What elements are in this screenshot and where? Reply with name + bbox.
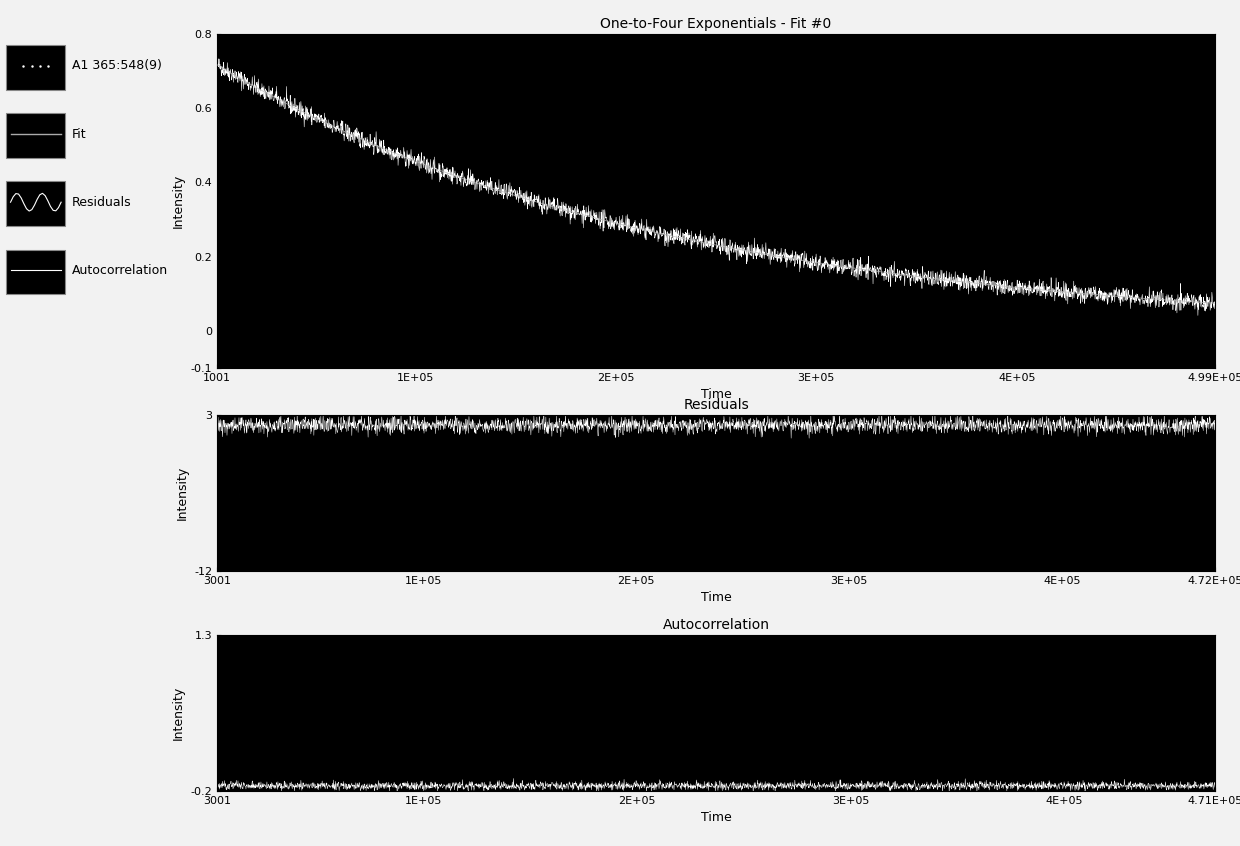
Title: Autocorrelation: Autocorrelation (662, 618, 770, 632)
Text: Autocorrelation: Autocorrelation (72, 264, 167, 277)
Text: A1 365:548(9): A1 365:548(9) (72, 59, 161, 73)
Y-axis label: Intensity: Intensity (175, 465, 188, 520)
X-axis label: Time: Time (701, 811, 732, 824)
X-axis label: Time: Time (701, 591, 732, 604)
X-axis label: Time: Time (701, 388, 732, 401)
Text: Residuals: Residuals (72, 195, 131, 209)
Y-axis label: Intensity: Intensity (172, 173, 185, 228)
Y-axis label: Intensity: Intensity (172, 685, 185, 740)
Title: Residuals: Residuals (683, 398, 749, 412)
Title: One-to-Four Exponentials - Fit #0: One-to-Four Exponentials - Fit #0 (600, 17, 832, 31)
Text: Fit: Fit (72, 128, 87, 140)
